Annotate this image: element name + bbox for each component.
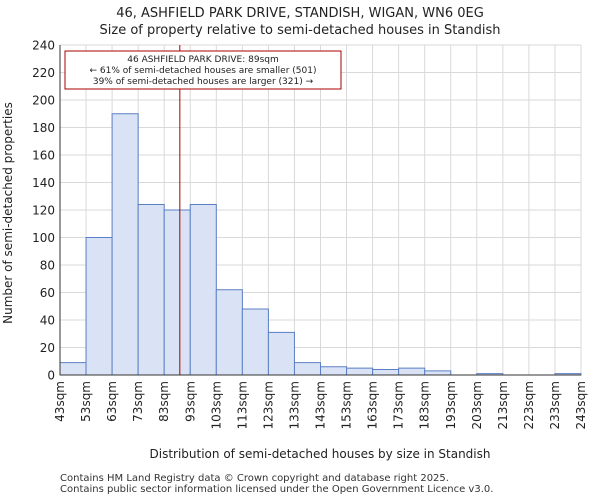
y-tick-label: 60: [40, 286, 55, 300]
x-tick-label: 143sqm: [314, 381, 328, 429]
histogram-bar: [59, 362, 87, 376]
y-axis-label: Number of semi-detached properties: [1, 102, 15, 324]
histogram-bar: [346, 367, 374, 376]
y-tick-label: 140: [32, 176, 55, 190]
annotation-box: 46 ASHFIELD PARK DRIVE: 89sqm ← 61% of s…: [64, 50, 342, 90]
histogram-bar: [215, 289, 243, 376]
x-tick-label: 83sqm: [157, 381, 171, 422]
chart-subtitle: Size of property relative to semi-detach…: [100, 23, 501, 38]
annotation-line-3: 39% of semi-detached houses are larger (…: [93, 77, 314, 87]
x-tick-label: 223sqm: [522, 381, 536, 429]
annotation-line-1: 46 ASHFIELD PARK DRIVE: 89sqm: [127, 55, 279, 65]
histogram-bar: [267, 331, 295, 376]
footer-line-2: Contains public sector information licen…: [60, 484, 494, 495]
x-tick-label: 173sqm: [392, 381, 406, 429]
x-tick-label: 63sqm: [105, 381, 119, 422]
x-tick-label: 243sqm: [574, 381, 588, 429]
x-tick-label: 113sqm: [235, 381, 249, 429]
y-tick-label: 160: [32, 149, 55, 163]
histogram-bar: [189, 204, 217, 376]
x-tick-label: 103sqm: [209, 381, 223, 429]
annotation-line-2: ← 61% of semi-detached houses are smalle…: [90, 66, 317, 76]
y-tick-label: 180: [32, 121, 55, 135]
x-tick-label: 133sqm: [287, 381, 301, 429]
histogram-bar: [424, 370, 452, 376]
histogram-bar: [137, 204, 165, 376]
y-tick-label: 120: [32, 204, 55, 218]
x-tick-label: 233sqm: [548, 381, 562, 429]
y-tick-label: 20: [40, 341, 55, 355]
histogram-bar: [85, 237, 113, 376]
x-tick-label: 163sqm: [366, 381, 380, 429]
y-tick-label: 80: [40, 259, 55, 273]
histogram-bar: [241, 308, 269, 376]
x-tick-label: 213sqm: [496, 381, 510, 429]
y-tick-label: 200: [32, 94, 55, 108]
x-tick-label: 53sqm: [79, 381, 93, 422]
histogram-bar: [320, 366, 348, 376]
y-tick-label: 40: [40, 314, 55, 328]
x-tick-label: 183sqm: [418, 381, 432, 429]
y-tick-label: 240: [32, 39, 55, 53]
y-tick-label: 220: [32, 66, 55, 80]
x-tick-label: 153sqm: [340, 381, 354, 429]
x-tick-label: 73sqm: [131, 381, 145, 422]
x-tick-label: 193sqm: [444, 381, 458, 429]
x-tick-label: 203sqm: [470, 381, 484, 429]
histogram-bar: [398, 367, 426, 376]
histogram-bar: [111, 113, 139, 376]
chart-title: 46, ASHFIELD PARK DRIVE, STANDISH, WIGAN…: [116, 6, 484, 21]
histogram-bar: [163, 209, 191, 376]
histogram-bar: [293, 362, 322, 376]
x-tick-label: 93sqm: [183, 381, 197, 422]
y-tick-label: 0: [47, 369, 55, 383]
x-tick-label: 43sqm: [53, 381, 67, 422]
footer-line-1: Contains HM Land Registry data © Crown c…: [60, 473, 449, 484]
histogram-bar: [372, 369, 400, 376]
x-axis-label: Distribution of semi-detached houses by …: [150, 447, 491, 461]
y-tick-label: 100: [32, 231, 55, 245]
x-tick-label: 123sqm: [261, 381, 275, 429]
